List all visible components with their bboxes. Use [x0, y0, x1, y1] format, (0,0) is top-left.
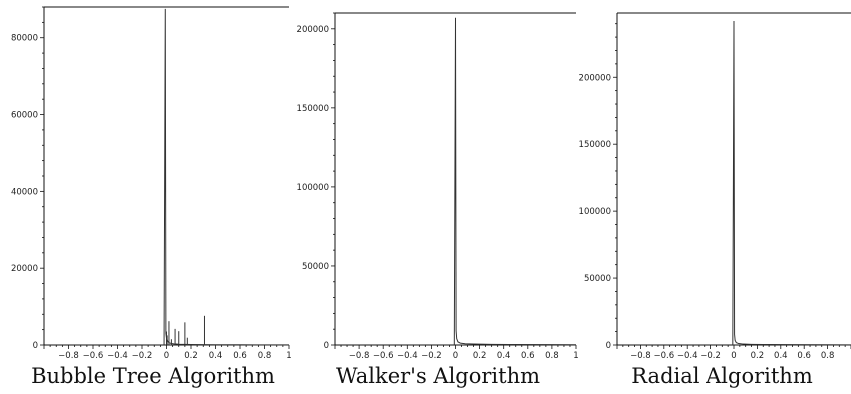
radial-x-tick-label: 0.4: [774, 351, 788, 361]
bubble-tree-x-tick-label: −0.8: [58, 351, 79, 361]
walkers-x-tick-label: 0.2: [473, 351, 487, 361]
walkers-y-tick-label: 50000: [302, 262, 329, 272]
bubble-tree-x-tick-label: 0.2: [184, 351, 198, 361]
radial-x-tick-label: 0.2: [751, 351, 765, 361]
bubble-tree-x-tick-label: 0.6: [233, 351, 247, 361]
bubble-tree-y-tick-label: 40000: [11, 187, 38, 197]
panel-walkers: −0.8 −0.6 −0.4 −0.2 0 0.2 0.4 0.6 0.8 1 0 50000 1000…: [297, 12, 579, 361]
walkers-y-tick-label: 150000: [297, 104, 329, 114]
radial-y-tick-label: 50000: [584, 274, 611, 284]
radial-y-tick-label: 0: [606, 341, 611, 351]
chart-title-bubble-tree: Bubble Tree Algorithm: [31, 364, 275, 388]
chart-title-walkers: Walker's Algorithm: [335, 364, 541, 388]
walkers-y-tick-label: 0: [324, 341, 329, 351]
radial-x-tick-label: −0.8: [630, 351, 651, 361]
radial-x-tick-label: 0.8: [821, 351, 835, 361]
bubble-tree-y-tick-label: 80000: [11, 34, 38, 44]
walkers-x-tick-label: −0.4: [397, 351, 418, 361]
bubble-tree-x-tick-label: 0.4: [209, 351, 223, 361]
bubble-tree-x-tick-label: 0.8: [258, 351, 272, 361]
panel-radial: −0.8 −0.6 −0.4 −0.2 0 0.2 0.4 0.6 0.8 0 50000 10000…: [579, 12, 851, 361]
walkers-x-tick-label: 0.4: [497, 351, 511, 361]
bubble-tree-y-tick-label: 20000: [11, 264, 38, 274]
walkers-x-tick-label: 0.6: [521, 351, 535, 361]
radial-y-tick-label: 200000: [579, 73, 611, 83]
walkers-x-tick-label: 0: [453, 351, 458, 361]
walkers-x-tick-label: −0.6: [373, 351, 394, 361]
panel-bubble-tree: −0.8 −0.6 −0.4 −0.2 0 0.2 0.4 0.6 0.8 1 0 20000 4000…: [11, 6, 292, 361]
radial-series-line: [732, 21, 851, 346]
radial-x-tick-label: −0.2: [700, 351, 721, 361]
walkers-x-tick-label: 0.8: [545, 351, 559, 361]
walkers-x-tick-label: 1: [573, 351, 578, 361]
radial-y-tick-label: 100000: [579, 207, 611, 217]
bubble-tree-x-tick-label: −0.4: [107, 351, 128, 361]
bubble-tree-y-tick-label: 0: [33, 341, 38, 351]
bubble-tree-x-tick-label: 0: [164, 351, 169, 361]
radial-x-tick-label: 0.6: [797, 351, 811, 361]
bubble-tree-series-line: [163, 8, 290, 346]
bubble-tree-x-tick-label: 1: [286, 351, 291, 361]
bubble-tree-y-tick-label: 60000: [11, 111, 38, 121]
walkers-series-line: [453, 17, 577, 346]
radial-x-tick-label: −0.6: [653, 351, 674, 361]
walkers-x-tick-label: −0.8: [349, 351, 370, 361]
radial-x-tick-label: 0: [731, 351, 736, 361]
bubble-tree-x-tick-label: −0.6: [83, 351, 104, 361]
walkers-y-tick-label: 200000: [297, 25, 329, 35]
radial-x-tick-label: −0.4: [677, 351, 698, 361]
bubble-tree-x-tick-label: −0.2: [132, 351, 153, 361]
radial-y-tick-label: 150000: [579, 140, 611, 150]
walkers-y-tick-label: 100000: [297, 183, 329, 193]
walkers-x-tick-label: −0.2: [421, 351, 442, 361]
chart-title-radial: Radial Algorithm: [631, 364, 813, 388]
